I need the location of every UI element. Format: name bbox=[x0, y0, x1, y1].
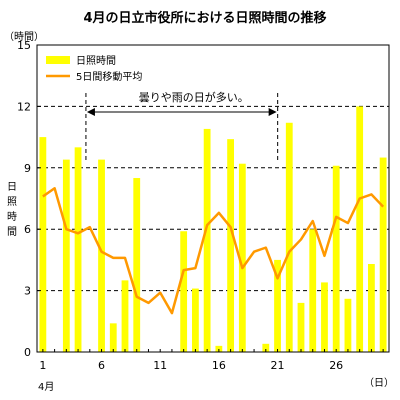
bar-series bbox=[39, 106, 387, 353]
bar bbox=[297, 302, 305, 352]
y-unit-label: （時間） bbox=[4, 31, 44, 43]
bar bbox=[262, 343, 270, 352]
bar bbox=[191, 288, 199, 352]
bar bbox=[215, 345, 223, 352]
bar bbox=[74, 147, 82, 352]
axes bbox=[36, 44, 390, 353]
x-tick-label: 16 bbox=[212, 359, 226, 372]
annotation-arrowhead-right bbox=[268, 108, 277, 116]
legend-bar-label: 日照時間 bbox=[76, 55, 116, 67]
bar bbox=[98, 159, 105, 352]
y-tick-label: 6 bbox=[24, 223, 31, 236]
line-series bbox=[42, 187, 385, 315]
y-tick-label: 12 bbox=[17, 100, 31, 113]
y-tick-label: 9 bbox=[24, 162, 31, 175]
legend-line-label: 5日間移動平均 bbox=[76, 70, 142, 83]
bar bbox=[367, 263, 375, 352]
gridlines bbox=[37, 105, 389, 292]
annotation-text: 曇りや雨の日が多い。 bbox=[139, 90, 249, 104]
month-label: 4月 bbox=[38, 381, 54, 393]
x-unit-label: （日） bbox=[364, 377, 394, 389]
bar bbox=[379, 157, 387, 352]
bar bbox=[344, 298, 352, 352]
chart-title: 4月の日立市役所における日照時間の推移 bbox=[83, 10, 326, 26]
y-ticks: 0 3 6 9 12 15 bbox=[17, 39, 41, 359]
x-tick-label: 1 bbox=[39, 359, 46, 372]
bar bbox=[39, 137, 47, 352]
y-tick-label: 3 bbox=[24, 285, 31, 298]
bar bbox=[309, 229, 317, 352]
bar bbox=[332, 165, 340, 352]
moving-average-line bbox=[42, 187, 385, 315]
bar bbox=[109, 323, 117, 352]
legend-bar-swatch bbox=[46, 56, 70, 64]
bar bbox=[121, 280, 129, 352]
annotation: 曇りや雨の日が多い。 bbox=[85, 90, 279, 160]
x-tick-label: 21 bbox=[271, 359, 285, 372]
y-axis-title: 日照時間 bbox=[7, 182, 17, 238]
x-ticks: 1 6 11 16 21 26 bbox=[39, 349, 384, 372]
bar bbox=[62, 159, 70, 352]
y-axis-title-char: 間 bbox=[7, 226, 17, 238]
y-axis-title-char: 時 bbox=[7, 211, 17, 223]
bar bbox=[285, 122, 293, 352]
bar bbox=[321, 282, 328, 352]
bar bbox=[356, 106, 364, 353]
x-tick-label: 6 bbox=[98, 359, 105, 372]
bar bbox=[180, 231, 188, 352]
y-axis-title-char: 照 bbox=[7, 196, 17, 208]
y-axis-title-char: 日 bbox=[7, 182, 17, 193]
legend: 日照時間 5日間移動平均 bbox=[44, 52, 162, 84]
bar bbox=[274, 259, 281, 352]
x-tick-label: 11 bbox=[153, 359, 167, 372]
y-tick-label: 0 bbox=[24, 346, 31, 359]
bar bbox=[227, 139, 235, 352]
bar bbox=[133, 178, 141, 352]
x-tick-label: 26 bbox=[329, 359, 343, 372]
bar bbox=[203, 128, 211, 352]
y-tick-label: 15 bbox=[17, 39, 31, 52]
annotation-arrowhead-left bbox=[86, 108, 95, 116]
bar bbox=[238, 163, 246, 352]
plot-frame bbox=[36, 44, 390, 353]
